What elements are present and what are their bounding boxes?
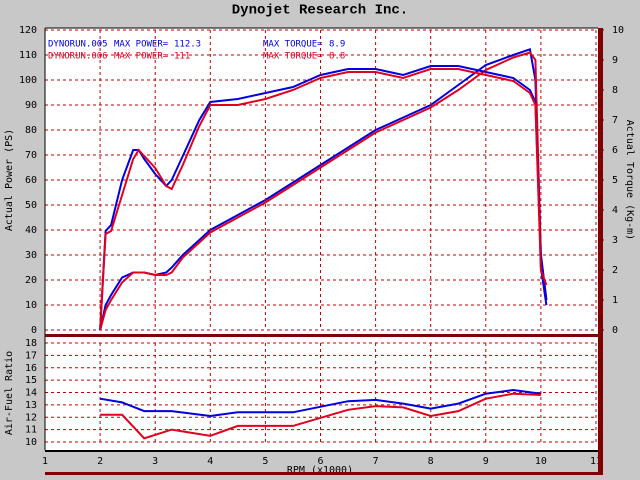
series-line bbox=[99, 65, 548, 331]
y2-tick-label: 2 bbox=[612, 265, 618, 276]
y-tick-label: 40 bbox=[25, 225, 37, 236]
series-line bbox=[99, 388, 542, 418]
x-tick-label: 3 bbox=[152, 456, 158, 467]
x-tick-label: 10 bbox=[535, 456, 547, 467]
y2-tick-label: 0 bbox=[612, 325, 618, 336]
y-tick-label: 11 bbox=[25, 425, 37, 436]
y-tick-label: 70 bbox=[25, 150, 37, 161]
y-tick-label: 14 bbox=[25, 388, 37, 399]
y-axis-title: Actual Power (PS) bbox=[4, 129, 15, 231]
y2-axis-title: Actual Torque (Kg-m) bbox=[624, 120, 635, 240]
legend-value: 8.8 bbox=[329, 52, 345, 62]
y2-tick-label: 3 bbox=[612, 235, 618, 246]
frame bbox=[598, 28, 603, 475]
x-tick-label: 8 bbox=[428, 456, 434, 467]
legend-value: 112.3 bbox=[174, 40, 201, 50]
x-axis-title: RPM (x1000) bbox=[287, 465, 353, 476]
legend-label: MAX TORQUE= bbox=[263, 40, 323, 50]
y-tick-label: 30 bbox=[25, 250, 37, 261]
y-tick-label: 0 bbox=[31, 325, 37, 336]
series-line bbox=[99, 51, 548, 331]
y2-tick-label: 5 bbox=[612, 175, 618, 186]
y-tick-label: 50 bbox=[25, 200, 37, 211]
frame bbox=[45, 450, 598, 452]
legend-value: 111 bbox=[174, 52, 190, 62]
y-tick-label: 90 bbox=[25, 100, 37, 111]
y2-tick-label: 7 bbox=[612, 115, 618, 126]
y-tick-label: 10 bbox=[25, 437, 37, 448]
y-tick-label: 20 bbox=[25, 275, 37, 286]
series-line bbox=[99, 68, 548, 331]
frame bbox=[45, 472, 603, 475]
x-tick-label: 11 bbox=[590, 456, 602, 467]
legend-label: DYNORUN.006 bbox=[48, 52, 108, 62]
y-tick-label: 100 bbox=[19, 75, 37, 86]
y-tick-label: 17 bbox=[25, 350, 37, 361]
y2-tick-label: 1 bbox=[612, 295, 618, 306]
series-line bbox=[100, 392, 541, 440]
y2-tick-label: 10 bbox=[612, 25, 624, 36]
separator bbox=[45, 334, 598, 337]
y2-tick-label: 4 bbox=[612, 205, 618, 216]
y-tick-label: 13 bbox=[25, 400, 37, 411]
y-tick-label: 10 bbox=[25, 300, 37, 311]
legend-value: 8.9 bbox=[329, 40, 345, 50]
y-axis-title: Air-Fuel Ratio bbox=[4, 351, 15, 435]
y-tick-label: 120 bbox=[19, 25, 37, 36]
legend-label: DYNORUN.005 bbox=[48, 40, 108, 50]
y-tick-label: 12 bbox=[25, 412, 37, 423]
legend-label: MAX POWER= bbox=[114, 40, 169, 50]
x-tick-label: 5 bbox=[262, 456, 268, 467]
y-tick-label: 80 bbox=[25, 125, 37, 136]
x-tick-label: 6 bbox=[317, 456, 323, 467]
chart-title: Dynojet Research Inc. bbox=[232, 3, 408, 19]
x-tick-label: 9 bbox=[483, 456, 489, 467]
legend-label: MAX POWER= bbox=[114, 52, 169, 62]
y2-tick-label: 9 bbox=[612, 55, 618, 66]
x-tick-label: 2 bbox=[97, 456, 103, 467]
y2-tick-label: 6 bbox=[612, 145, 618, 156]
legend-label: MAX TORQUE= bbox=[263, 52, 323, 62]
y-tick-label: 15 bbox=[25, 375, 37, 386]
y-tick-label: 60 bbox=[25, 175, 37, 186]
x-tick-label: 7 bbox=[373, 456, 379, 467]
x-tick-label: 1 bbox=[42, 456, 48, 467]
y-tick-label: 16 bbox=[25, 363, 37, 374]
y-tick-label: 18 bbox=[25, 338, 37, 349]
y2-tick-label: 8 bbox=[612, 85, 618, 96]
y-tick-label: 110 bbox=[19, 50, 37, 61]
plot-area bbox=[45, 28, 598, 450]
x-tick-label: 4 bbox=[207, 456, 213, 467]
